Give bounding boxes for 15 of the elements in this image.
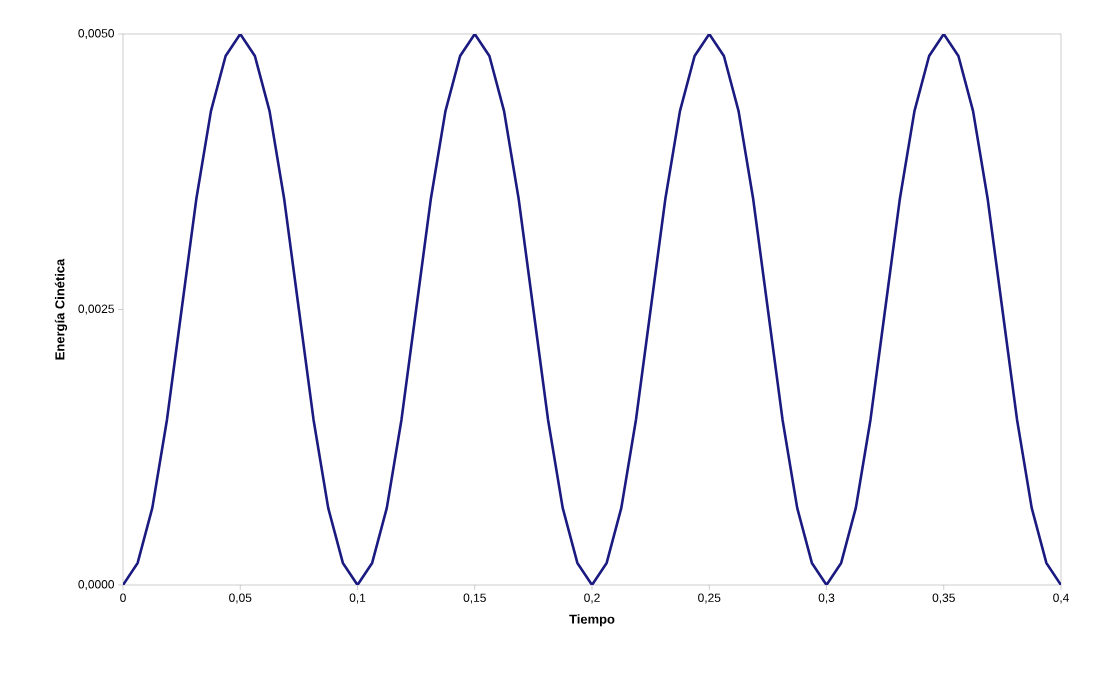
x-tick-label: 0,1 bbox=[349, 593, 366, 604]
x-tick-label: 0,2 bbox=[584, 593, 600, 604]
x-tick-label: 0,4 bbox=[1053, 593, 1069, 604]
x-tick-label: 0 bbox=[120, 593, 126, 602]
x-tick-label: 0,3 bbox=[818, 593, 835, 604]
x-tick-label: 0,15 bbox=[463, 593, 486, 604]
line-series bbox=[123, 34, 1062, 585]
x-axis-title: Tiempo bbox=[569, 614, 615, 627]
x-tick-label: 0,05 bbox=[229, 593, 252, 604]
y-tick-label: 0,0050 bbox=[78, 29, 115, 39]
x-tick-label: 0,25 bbox=[698, 593, 721, 604]
y-tick-label: 0,0025 bbox=[78, 304, 114, 315]
y-axis-title: Energía Cinética bbox=[54, 258, 68, 360]
y-tick-label: 0,0000 bbox=[78, 580, 115, 590]
x-tick-label: 0,35 bbox=[932, 593, 955, 604]
